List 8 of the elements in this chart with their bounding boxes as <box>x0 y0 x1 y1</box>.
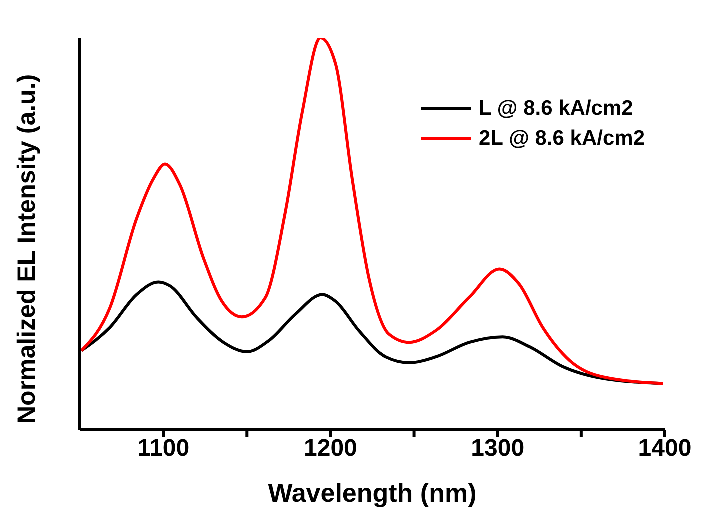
x-tick-label: 1300 <box>471 435 525 462</box>
legend-label: 2L @ 8.6 kA/cm2 <box>478 126 645 152</box>
y-axis-title: Normalized EL Intensity (a.u.) <box>12 74 41 424</box>
x-tick-label: 1100 <box>138 435 190 462</box>
x-axis-title: Wavelength (nm) <box>268 478 477 508</box>
x-tick-label: 1400 <box>638 435 692 462</box>
x-tick-label: 1200 <box>304 435 358 462</box>
legend-label: L @ 8.6 kA/cm2 <box>478 96 634 122</box>
